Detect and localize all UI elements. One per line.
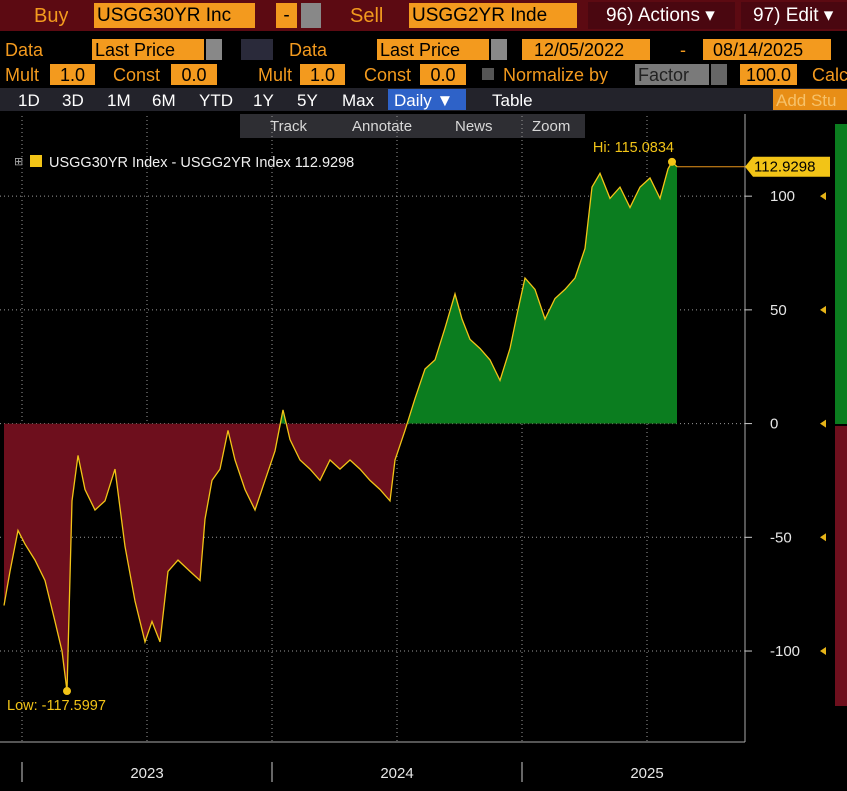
y-tick-pointer xyxy=(820,192,826,201)
y-tick-pointer xyxy=(820,533,826,542)
y-tick-label: -100 xyxy=(770,643,800,660)
input[interactable]: 1.0 xyxy=(50,64,95,85)
period-tab[interactable]: 3D xyxy=(62,92,84,109)
start-date[interactable]: 12/05/2022 xyxy=(522,39,650,60)
sell-label: Sell xyxy=(350,6,384,26)
field-select[interactable]: Last Price xyxy=(377,39,489,60)
label: Data xyxy=(5,41,44,59)
chart-tool[interactable]: Annotate xyxy=(352,118,412,135)
actions-button[interactable]: 96) Actions ▾ xyxy=(588,2,735,29)
params-bar: Mult 1.0 Const 0.0 Mult 1.0 Const 0.0 No… xyxy=(0,62,847,87)
y-tick-label: -50 xyxy=(770,529,792,546)
y-tick-label: 0 xyxy=(770,416,778,433)
label: Mult xyxy=(258,66,293,84)
input[interactable]: 0.0 xyxy=(420,64,466,85)
checkbox[interactable] xyxy=(482,68,494,80)
y-tick-pointer xyxy=(820,305,826,314)
series-line xyxy=(3,160,678,692)
legend-name: USGG30YR Index - USGG2YR Index xyxy=(49,155,292,171)
input[interactable]: 1.0 xyxy=(300,64,345,85)
end-date[interactable]: 08/14/2025 xyxy=(703,39,831,60)
label: Normalize by xyxy=(503,66,609,84)
add-study[interactable]: Add Stu xyxy=(773,89,847,110)
date-separator: - xyxy=(680,41,686,59)
chart-tool[interactable]: News xyxy=(455,118,493,135)
dropdown-arrow[interactable] xyxy=(491,39,507,60)
chart: Track Annotate News Zoom -100 -50 0 50 100 2023 20… xyxy=(0,114,847,782)
x-tick-label: 2025 xyxy=(630,765,663,782)
y-tick-pointer xyxy=(820,419,826,428)
period-tab[interactable]: 1Y xyxy=(253,92,274,109)
period-tab[interactable]: YTD xyxy=(199,92,233,109)
area-positive xyxy=(4,161,677,424)
legend-label: USGG30YR Index - USGG2YR Index 112.9298 xyxy=(49,155,354,171)
command-bar: Buy USGG30YR Inc - Sell USGG2YR Inde 96)… xyxy=(0,0,847,31)
chart-tool[interactable]: Zoom xyxy=(532,118,570,135)
period-tab[interactable]: 6M xyxy=(152,92,176,109)
y-tick-pointer xyxy=(820,647,826,656)
period-select[interactable]: Daily ▼ xyxy=(388,89,466,110)
label: Const xyxy=(364,66,412,84)
last-value-label: 112.9298 xyxy=(754,159,815,176)
last-value-tag xyxy=(745,156,830,177)
legend-value: 112.9298 xyxy=(295,155,354,171)
label: Const xyxy=(113,66,161,84)
security-field[interactable]: USGG30YR Inc xyxy=(94,3,255,28)
period-tab[interactable]: 1M xyxy=(107,92,131,109)
x-tick-label: 2024 xyxy=(380,765,413,782)
extreme-marker xyxy=(63,687,71,696)
x-tick-label: 2023 xyxy=(130,765,163,782)
area-negative xyxy=(4,423,408,692)
y-tick-label: 100 xyxy=(770,188,795,205)
input[interactable]: 0.0 xyxy=(171,64,217,85)
y-tick-label: 50 xyxy=(770,302,787,319)
period-bar: Daily ▼ Table Add Stu 1D 3D 1M 6M YTD 1Y 5Y Max xyxy=(0,88,847,111)
extreme-label: Hi: 115.0834 xyxy=(593,140,674,156)
legend-plus: ⊞ xyxy=(14,156,23,168)
label: Mult xyxy=(5,66,40,84)
security-field[interactable]: USGG2YR Inde xyxy=(409,3,577,28)
operator-field[interactable]: - xyxy=(276,3,297,28)
edit-button[interactable]: 97) Edit ▾ xyxy=(741,2,847,29)
label: Calc xyxy=(812,66,847,84)
chart-tool[interactable]: Track xyxy=(270,118,307,135)
period-tab[interactable]: 5Y xyxy=(297,92,318,109)
buy-label: Buy xyxy=(34,6,69,26)
period-tab[interactable]: Max xyxy=(342,92,375,109)
side-panel xyxy=(835,124,847,424)
field-select[interactable]: Last Price xyxy=(92,39,204,60)
tool-strip xyxy=(240,114,585,138)
factor-select[interactable]: Factor xyxy=(635,64,709,85)
legend-swatch xyxy=(30,155,42,167)
dropdown-arrow[interactable] xyxy=(206,39,222,60)
data-bar: Data Last Price Data Last Price 12/05/20… xyxy=(0,37,847,62)
extreme-label: Low: -117.5997 xyxy=(7,698,106,714)
extreme-marker xyxy=(668,157,676,166)
dropdown-arrow[interactable] xyxy=(711,64,727,85)
label: Data xyxy=(289,41,328,59)
period-tab[interactable]: 1D xyxy=(18,92,40,109)
swap-button[interactable] xyxy=(241,39,273,60)
side-panel xyxy=(835,426,847,706)
table-button[interactable]: Table xyxy=(492,92,533,109)
dropdown-arrow[interactable] xyxy=(301,3,321,28)
input[interactable]: 100.0 xyxy=(740,64,797,85)
